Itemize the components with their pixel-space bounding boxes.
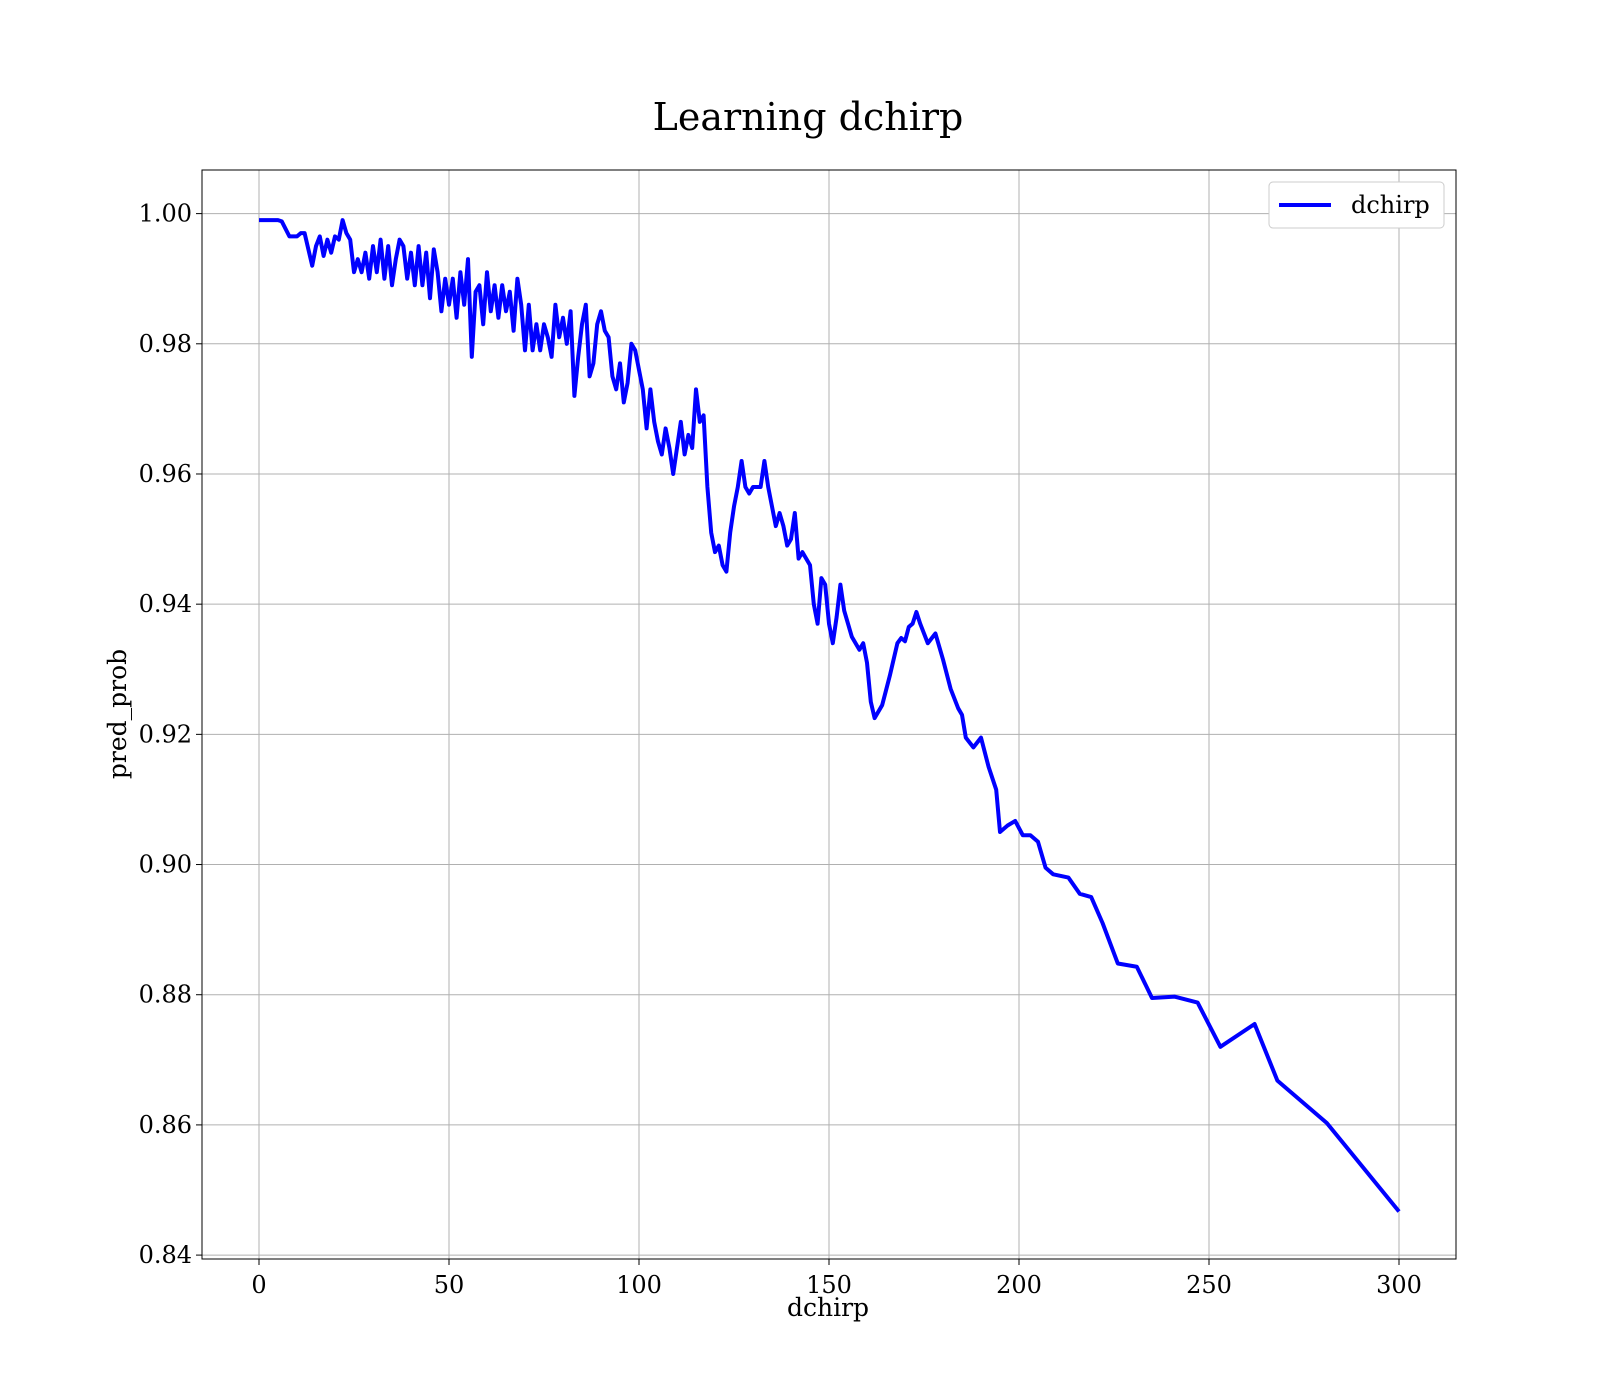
y-tick-label: 0.86 — [139, 1111, 192, 1139]
data-line — [259, 218, 1401, 1213]
y-tick-label: 1.00 — [139, 200, 192, 228]
chart-title: Learning dchirp — [653, 95, 964, 139]
x-tick-label: 50 — [434, 1271, 465, 1299]
y-tick-label: 0.96 — [139, 460, 192, 488]
y-tick-label: 0.84 — [139, 1241, 192, 1269]
y-tick-label: 0.98 — [139, 330, 192, 358]
y-tick-label: 0.92 — [139, 720, 192, 748]
x-tick-label: 300 — [1376, 1271, 1422, 1299]
legend-label: dchirp — [1351, 191, 1430, 219]
y-tick-label: 0.90 — [139, 851, 192, 879]
plot-frame — [201, 169, 1457, 1260]
x-tick-label: 200 — [996, 1271, 1042, 1299]
y-axis-label: pred_prob — [103, 649, 132, 779]
y-tick-label: 0.88 — [139, 981, 192, 1009]
x-tick-label: 0 — [251, 1271, 266, 1299]
x-axis-label: dchirp — [787, 1293, 869, 1322]
x-tick-label: 150 — [806, 1271, 852, 1299]
x-tick-label: 100 — [616, 1271, 662, 1299]
y-tick-label: 0.94 — [139, 590, 192, 618]
legend-box — [1268, 181, 1445, 229]
x-tick-label: 250 — [1186, 1271, 1232, 1299]
